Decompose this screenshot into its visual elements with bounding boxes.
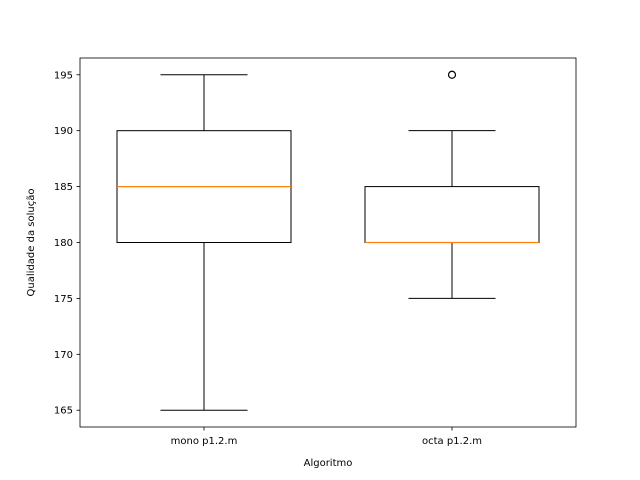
axes: 165 170 175 180 185 190 195 mono p1.2.m octa p1.… bbox=[54, 70, 482, 447]
y-tick-label: 165 bbox=[54, 406, 73, 417]
outlier-point bbox=[447, 70, 457, 79]
y-tick-label: 185 bbox=[54, 182, 73, 193]
y-tick-label: 175 bbox=[54, 294, 73, 305]
x-tick-label: mono p1.2.m bbox=[171, 436, 238, 447]
box-group-1 bbox=[116, 74, 292, 411]
y-tick-label: 190 bbox=[54, 126, 73, 137]
y-tick-label: 170 bbox=[54, 350, 73, 361]
x-axis-title: Algoritmo bbox=[304, 458, 353, 469]
x-tick-label: octa p1.2.m bbox=[422, 436, 482, 447]
plot-area bbox=[116, 70, 540, 411]
y-axis-title: Qualidade da solução bbox=[26, 189, 37, 297]
y-tick-label: 195 bbox=[54, 70, 73, 81]
y-tick-label: 180 bbox=[54, 238, 73, 249]
box-group-2 bbox=[364, 70, 540, 299]
